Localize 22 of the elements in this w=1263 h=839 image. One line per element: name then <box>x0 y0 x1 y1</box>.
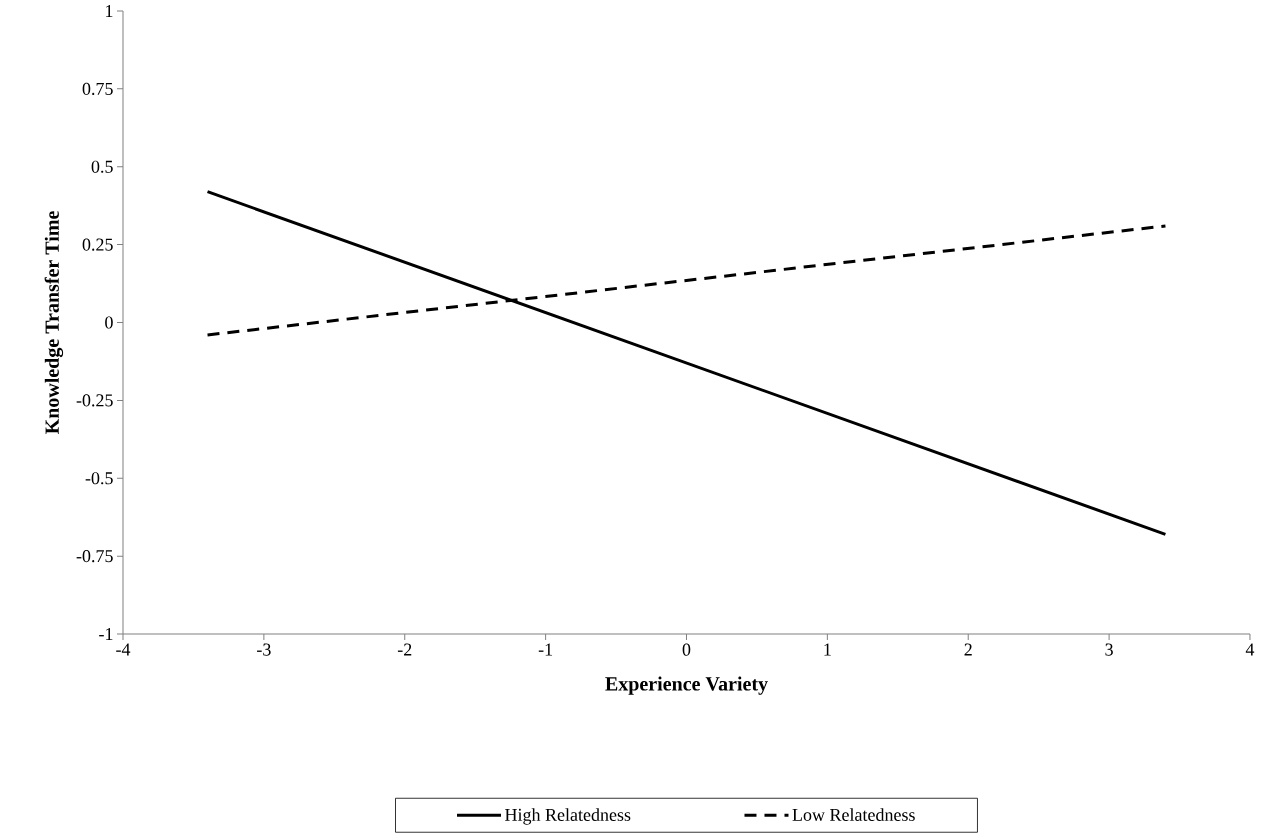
y-tick-label: -0.75 <box>76 550 113 563</box>
x-tick-label: 1 <box>824 643 831 656</box>
x-tick-label: -1 <box>538 643 553 656</box>
x-tick-label: 3 <box>1105 643 1113 656</box>
x-tick-label: 2 <box>964 643 972 656</box>
y-tick-label: 0.5 <box>91 160 113 173</box>
x-axis-title: Experience Variety <box>605 676 768 695</box>
x-tick-label: -3 <box>257 643 271 656</box>
legend-label: Low Relatedness <box>792 808 915 821</box>
x-tick-label: -4 <box>116 643 131 656</box>
x-tick-label: 0 <box>682 643 691 656</box>
y-tick-label: -0.25 <box>76 394 113 407</box>
x-tick-label: 4 <box>1245 643 1255 656</box>
legend-label: High Relatedness <box>505 808 631 825</box>
y-tick-label: -1 <box>99 628 113 640</box>
y-tick-label: 0 <box>105 316 113 329</box>
y-axis-title: Knowledge Transfer Time <box>44 211 64 434</box>
y-tick-label: 0.25 <box>82 238 113 251</box>
y-tick-label: 0.75 <box>82 82 113 95</box>
y-tick-label: -0.5 <box>85 472 113 485</box>
x-tick-label: -2 <box>397 643 412 656</box>
y-tick-label: 1 <box>106 5 113 17</box>
